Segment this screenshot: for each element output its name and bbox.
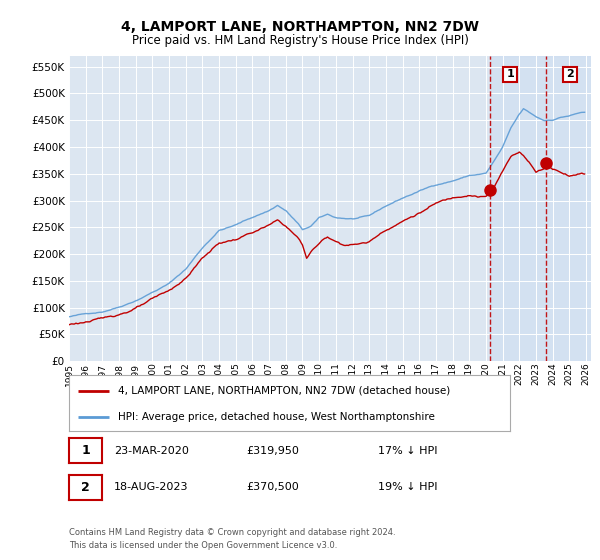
Text: £370,500: £370,500 <box>246 482 299 492</box>
Text: 4, LAMPORT LANE, NORTHAMPTON, NN2 7DW: 4, LAMPORT LANE, NORTHAMPTON, NN2 7DW <box>121 20 479 34</box>
Text: 1: 1 <box>81 444 90 458</box>
Text: Price paid vs. HM Land Registry's House Price Index (HPI): Price paid vs. HM Land Registry's House … <box>131 34 469 46</box>
Bar <box>490 56 591 361</box>
Text: 2: 2 <box>566 69 574 80</box>
Text: 23-MAR-2020: 23-MAR-2020 <box>114 446 189 456</box>
Text: 2: 2 <box>81 480 90 494</box>
Text: 4, LAMPORT LANE, NORTHAMPTON, NN2 7DW (detached house): 4, LAMPORT LANE, NORTHAMPTON, NN2 7DW (d… <box>118 386 450 396</box>
Text: £319,950: £319,950 <box>246 446 299 456</box>
Text: 19% ↓ HPI: 19% ↓ HPI <box>378 482 437 492</box>
Text: 18-AUG-2023: 18-AUG-2023 <box>114 482 188 492</box>
Text: 1: 1 <box>506 69 514 80</box>
Text: 17% ↓ HPI: 17% ↓ HPI <box>378 446 437 456</box>
Text: HPI: Average price, detached house, West Northamptonshire: HPI: Average price, detached house, West… <box>118 412 434 422</box>
Text: Contains HM Land Registry data © Crown copyright and database right 2024.
This d: Contains HM Land Registry data © Crown c… <box>69 529 395 550</box>
